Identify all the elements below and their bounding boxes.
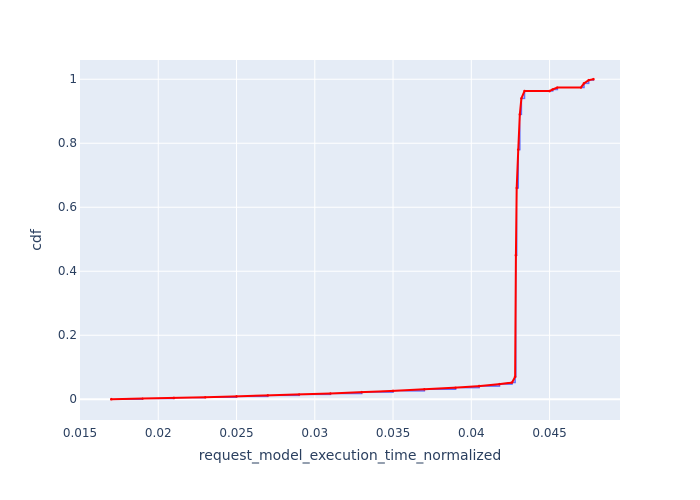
series-layer (110, 77, 595, 401)
cdf-point (579, 86, 583, 89)
cdf-point (203, 395, 207, 399)
y-tick-label: 0.2 (58, 328, 77, 342)
cdf-point (266, 394, 270, 397)
y-tick-label: 1 (69, 72, 77, 86)
y-tick-label: 0.8 (58, 136, 77, 150)
cdf-point (516, 148, 520, 151)
cdf-point (518, 113, 522, 116)
cdf-point (329, 392, 332, 395)
x-tick-label: 0.04 (458, 426, 485, 440)
y-tick-label: 0.6 (58, 200, 77, 214)
cdf-point (391, 389, 395, 393)
cdf-point (510, 381, 514, 384)
x-tick-label: 0.03 (301, 426, 328, 440)
cdf-point (513, 375, 517, 379)
cdf-point (551, 88, 554, 91)
cdf-point (297, 393, 301, 396)
y-tick-labels: 0 0.2 0.4 0.6 0.8 1 (58, 72, 77, 406)
x-tick-label: 0.025 (219, 426, 253, 440)
x-tick-label: 0.015 (63, 426, 97, 440)
cdf-point (172, 396, 176, 400)
x-axis-title: request_model_execution_time_normalized (199, 448, 501, 464)
cdf-point (235, 395, 238, 398)
cdf-point (141, 397, 144, 400)
cdf-point (515, 186, 518, 190)
cdf-point (514, 253, 518, 257)
y-tick-label: 0.4 (58, 264, 77, 278)
cdf-point (454, 386, 457, 389)
x-tick-label: 0.045 (532, 426, 566, 440)
cdf-point (423, 387, 426, 391)
cdf-point (498, 382, 501, 386)
x-tick-label: 0.02 (145, 426, 172, 440)
y-axis-title: cdf (29, 228, 45, 251)
cdf-point (523, 89, 526, 93)
cdf-point (548, 89, 551, 93)
cdf-point (110, 397, 113, 401)
cdf-point (520, 97, 523, 100)
cdf-point (556, 86, 559, 89)
x-tick-labels: 0.015 0.02 0.025 0.03 0.035 0.04 0.045 (63, 426, 567, 440)
plot-background (80, 60, 620, 420)
x-tick-label: 0.035 (376, 426, 410, 440)
cdf-point (477, 384, 481, 388)
cdf-point (587, 78, 590, 82)
cdf-point (582, 82, 586, 85)
y-tick-label: 0 (69, 392, 77, 406)
cdf-point (592, 77, 595, 81)
cdf-point (360, 390, 364, 394)
